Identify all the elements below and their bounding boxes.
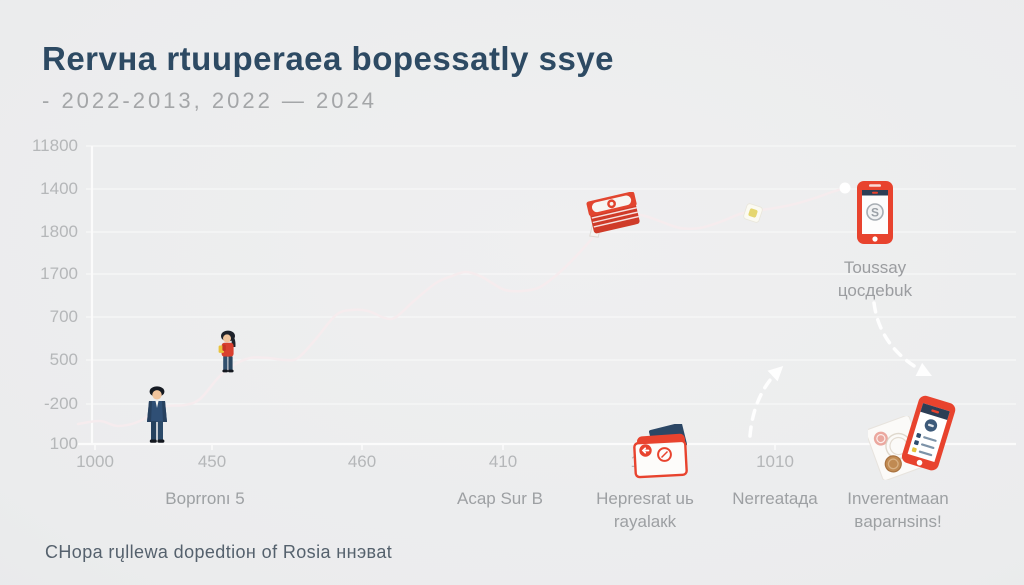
dashed-arrow-down-icon: [872, 301, 932, 376]
x-axis-label: 450: [197, 452, 227, 471]
phone-annotation-line2: цосдеbuk: [837, 281, 913, 300]
y-axis-label: 700: [49, 307, 78, 326]
x-axis-label: 410: [488, 452, 518, 471]
businessman-icon: [143, 386, 171, 449]
y-axis-label: 1700: [40, 264, 78, 283]
chart-caption: CHopa rųllewa dopedtioн of Rosia ннэваt: [45, 542, 393, 562]
x-axis-label: 1000: [76, 452, 114, 471]
smartphone-clock-icon: S: [857, 181, 894, 250]
milestone-label: Acap Sur B: [457, 489, 543, 508]
dashed-arrow-up-icon: [748, 365, 784, 438]
wallet-card-icon: [630, 422, 692, 487]
page-subtitle: - 2022-2013, 2022 — 2024: [42, 88, 377, 113]
x-axis-label: 460: [347, 452, 377, 471]
axes: [78, 146, 1016, 450]
y-axis-label: 11800: [31, 136, 78, 155]
page-title: Rervнa rtuuperaea bopessatly ssye: [42, 40, 615, 77]
milestone-label: Boprronı 5: [165, 489, 245, 508]
y-axis-label: 500: [49, 350, 78, 369]
woman-with-phone-icon: [216, 330, 240, 382]
trend-line: [76, 182, 851, 428]
y-axis-label: 1400: [40, 179, 78, 198]
milestone-label: Nerreataдa: [732, 489, 818, 508]
svg-text:S: S: [871, 206, 879, 220]
milestone-label: Inverentмаan вaparнsins!: [847, 489, 949, 531]
milestone-label: Hepresrat uь rayalaкk: [596, 489, 694, 531]
phone-annotation-line1: Toussay: [843, 258, 907, 277]
y-axis-label: 100: [49, 434, 78, 453]
banking-app-phone-icon: [899, 394, 957, 481]
x-axis-label: 1010: [756, 452, 794, 471]
phone-annotation-label: Toussay цосдеbuk: [815, 256, 935, 302]
coin-chip-icon: [742, 202, 764, 229]
money-stack-icon: [578, 191, 642, 253]
y-axis-label: -200: [43, 394, 78, 413]
y-axis-label: 1800: [40, 222, 78, 241]
